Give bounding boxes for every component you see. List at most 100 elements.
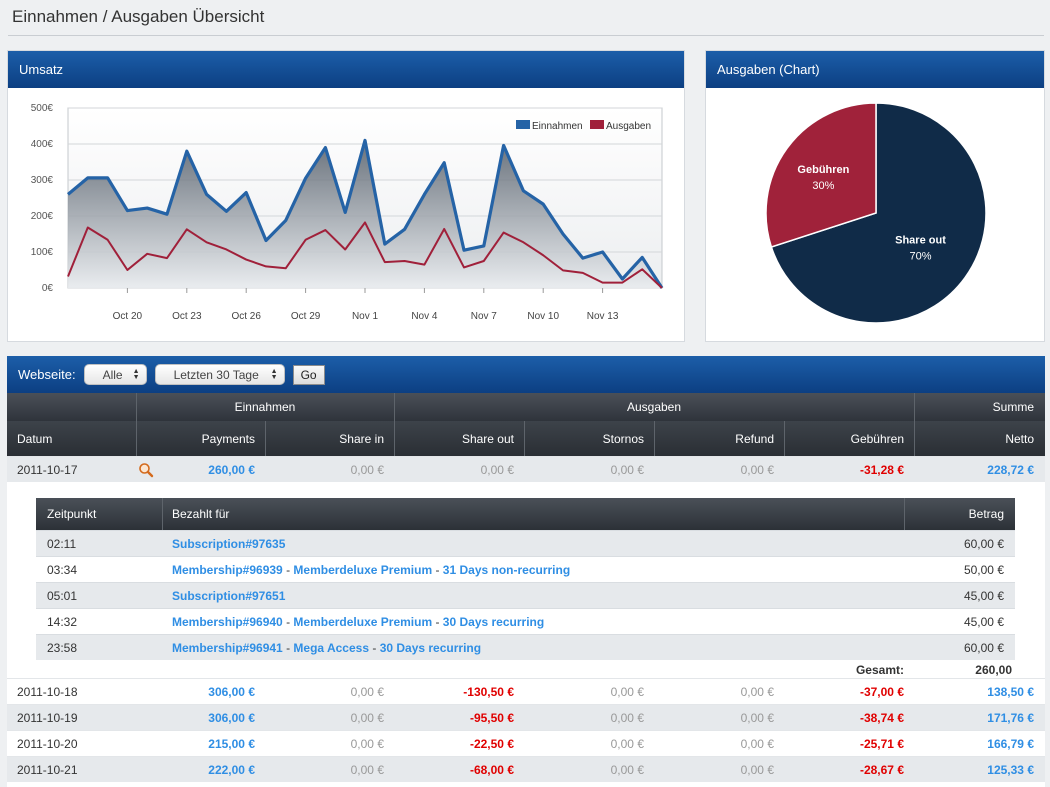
x-tick-label: Oct 23 [172, 311, 202, 322]
detail-total-value: 260,00 [975, 663, 1012, 677]
row-datum: 2011-10-21 [17, 762, 78, 777]
detail-separator: - [282, 562, 294, 577]
row-stornos: 0,00 € [610, 736, 644, 751]
detail-zeit: 05:01 [47, 588, 78, 603]
row-share-in: 0,00 € [350, 736, 384, 751]
page-title: Einnahmen / Ausgaben Übersicht [12, 7, 265, 26]
row-payments: 306,00 € [208, 684, 255, 699]
row-datum: 2011-10-17 [17, 462, 78, 477]
date-range-select-value: Letzten 30 Tage [173, 367, 259, 382]
filter-label: Webseite: [18, 367, 76, 382]
row-netto: 171,76 € [987, 710, 1034, 725]
col-stornos[interactable]: Stornos [602, 431, 644, 446]
table-row[interactable]: 2011-10-20 215,00 € 0,00 € -22,50 € 0,00… [7, 730, 1045, 756]
table-row[interactable]: 2011-10-17 260,00 € 0,00 € 0,00 € 0,00 €… [7, 456, 1045, 482]
row-payments: 215,00 € [208, 736, 255, 751]
y-tick-label: 200€ [31, 211, 54, 222]
group-einnahmen: Einnahmen [234, 400, 296, 414]
pie-slice-percent: 30% [812, 180, 834, 192]
detail-row: 23:58 Membership#96941 - Mega Access - 3… [36, 634, 1015, 660]
detail-link[interactable]: Membership#96940 [172, 614, 283, 629]
detail-item: Membership#96940 - Memberdeluxe Premium … [172, 609, 544, 634]
table-row[interactable]: 2011-10-19 306,00 € 0,00 € -95,50 € 0,00… [7, 704, 1045, 730]
detail-link[interactable]: Membership#96939 [172, 562, 283, 577]
row-netto: 125,33 € [987, 762, 1034, 777]
date-range-select[interactable]: Letzten 30 Tage ▲ ▼ [154, 364, 285, 385]
table-row[interactable]: 2011-10-21 222,00 € 0,00 € -68,00 € 0,00… [7, 756, 1045, 782]
table-row[interactable]: 2011-10-18 306,00 € 0,00 € -130,50 € 0,0… [7, 678, 1045, 704]
col-datum[interactable]: Datum [17, 431, 53, 446]
col-share-in[interactable]: Share in [339, 431, 384, 446]
y-tick-label: 100€ [31, 247, 54, 258]
pie-slice [770, 102, 987, 324]
go-button[interactable]: Go [292, 364, 325, 385]
title-divider [8, 35, 1044, 36]
row-datum: 2011-10-19 [17, 710, 78, 725]
detail-row: 14:32 Membership#96940 - Memberdeluxe Pr… [36, 608, 1015, 634]
x-tick-label: Nov 4 [411, 311, 438, 322]
row-payments: 260,00 € [208, 462, 255, 477]
detail-link[interactable]: Mega Access [293, 640, 370, 655]
x-tick-label: Nov 13 [587, 311, 619, 322]
detail-item: Membership#96941 - Mega Access - 30 Days… [172, 635, 481, 660]
col-payments[interactable]: Payments [201, 431, 255, 446]
detail-separator: - [432, 614, 443, 629]
y-tick-label: 400€ [31, 139, 54, 150]
row-share-out: -22,50 € [469, 736, 514, 751]
row-share-in: 0,00 € [350, 684, 384, 699]
detail-zeit: 23:58 [47, 640, 78, 655]
detail-separator: - [432, 562, 443, 577]
row-stornos: 0,00 € [610, 762, 644, 777]
row-datum: 2011-10-18 [17, 684, 78, 699]
umsatz-panel-title: Umsatz [8, 51, 684, 88]
legend-label: Einnahmen [532, 121, 583, 132]
x-tick-label: Nov 1 [352, 311, 379, 322]
umsatz-panel: Umsatz 0€ 100€ 200€ 300€ 400€ 500€ Oct 20 Oct 2… [7, 50, 685, 342]
col-refund[interactable]: Refund [735, 431, 774, 446]
detail-col-betrag: Betrag [968, 507, 1004, 521]
detail-link[interactable]: Subscription#97635 [172, 536, 286, 551]
detail-separator: - [282, 614, 294, 629]
detail-link[interactable]: 30 Days recurring [379, 640, 482, 655]
table-column-header: Datum Payments Share in Share out Storno… [7, 421, 1045, 456]
row-gebuehren: -31,28 € [859, 462, 904, 477]
detail-total: Gesamt: 260,00 [36, 660, 1015, 680]
col-gebuehren[interactable]: Gebühren [850, 431, 904, 446]
pie-slice [765, 102, 877, 248]
detail-link[interactable]: Membership#96941 [172, 640, 283, 655]
ausgaben-pie-chart: Share out 70% Gebühren 30% [765, 102, 987, 324]
detail-separator: - [369, 640, 380, 655]
website-select[interactable]: Alle ▲ ▼ [83, 364, 147, 385]
payment-detail-table: Zeitpunkt Bezahlt für Betrag 02:11 Subsc… [36, 498, 1015, 680]
col-share-out[interactable]: Share out [461, 431, 514, 446]
row-gebuehren: -37,00 € [859, 684, 904, 699]
detail-item: Subscription#97635 [172, 531, 285, 556]
einnahmen-line [66, 138, 664, 289]
row-refund: 0,00 € [740, 736, 774, 751]
umsatz-line-chart: 0€ 100€ 200€ 300€ 400€ 500€ Oct 20 Oct 23 Oct 26… [31, 103, 664, 322]
detail-betrag: 45,00 € [963, 588, 1004, 603]
detail-link[interactable]: Memberdeluxe Premium [293, 562, 433, 577]
detail-header: Zeitpunkt Bezahlt für Betrag [36, 498, 1015, 530]
detail-link[interactable]: Memberdeluxe Premium [293, 614, 433, 629]
detail-link[interactable]: 31 Days non-recurring [442, 562, 571, 577]
row-stornos: 0,00 € [610, 710, 644, 725]
row-share-out: 0,00 € [480, 462, 514, 477]
row-refund: 0,00 € [740, 462, 774, 477]
magnifier-icon[interactable] [138, 457, 158, 482]
row-payments: 222,00 € [208, 762, 255, 777]
ausgaben-chart-panel: Ausgaben (Chart) Share out 70% Gebühren 30% [705, 50, 1045, 342]
detail-link[interactable]: 30 Days recurring [442, 614, 545, 629]
detail-row: 03:34 Membership#96939 - Memberdeluxe Pr… [36, 556, 1015, 582]
row-refund: 0,00 € [740, 762, 774, 777]
legend-label: Ausgaben [606, 121, 651, 132]
pie-slice-name: Gebühren [797, 164, 849, 176]
row-payments: 306,00 € [208, 710, 255, 725]
group-summe: Summe [992, 400, 1034, 414]
ausgaben-line [67, 221, 663, 289]
row-share-out: -95,50 € [469, 710, 514, 725]
detail-link[interactable]: Subscription#97651 [172, 588, 286, 603]
col-netto[interactable]: Netto [1005, 431, 1034, 446]
x-tick-label: Nov 10 [527, 311, 559, 322]
website-select-value: Alle [102, 367, 123, 382]
